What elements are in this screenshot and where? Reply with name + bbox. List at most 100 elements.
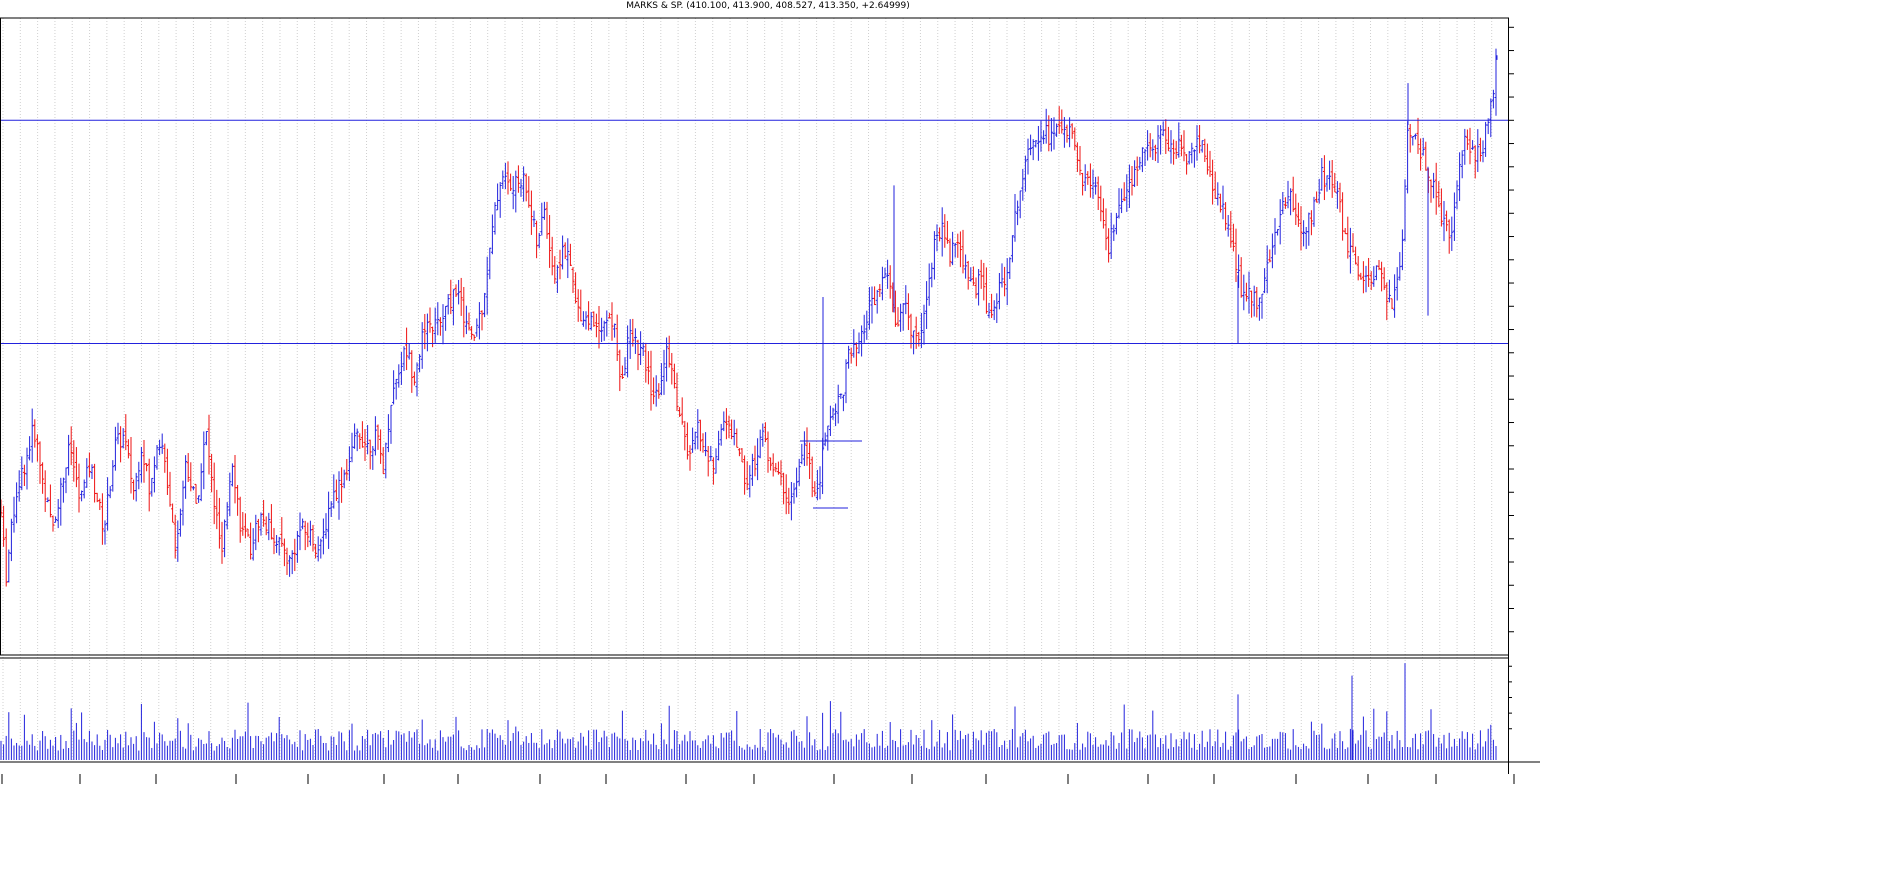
ohlc-bar xyxy=(854,342,858,367)
ohlc-bar xyxy=(555,265,559,294)
ohlc-bar xyxy=(412,371,416,386)
ohlc-bar xyxy=(997,272,1001,310)
ohlc-bar xyxy=(477,302,481,340)
ohlc-bar xyxy=(883,267,887,279)
ohlc-bar xyxy=(1413,133,1417,140)
ohlc-bar xyxy=(9,518,13,562)
ohlc-bar xyxy=(77,463,81,513)
ohlc-bar xyxy=(740,448,744,463)
ohlc-bar xyxy=(880,266,884,301)
ohlc-bar xyxy=(691,427,695,453)
ohlc-bar xyxy=(990,293,994,318)
ohlc-bar xyxy=(1034,139,1038,148)
ohlc-bar xyxy=(984,267,988,314)
ohlc-bar xyxy=(607,312,611,319)
ohlc-bar xyxy=(272,527,276,555)
ohlc-bar xyxy=(1013,194,1017,242)
ohlc-bar xyxy=(761,423,765,447)
ohlc-bar xyxy=(719,423,723,446)
ohlc-bar xyxy=(732,419,736,446)
ohlc-bar xyxy=(1200,140,1204,153)
ohlc-bar xyxy=(1289,188,1293,216)
ohlc-bar xyxy=(1302,220,1306,247)
ohlc-bar xyxy=(431,326,435,348)
ohlc-bar xyxy=(1491,89,1495,109)
ohlc-bar xyxy=(964,254,968,279)
ohlc-bar xyxy=(1029,134,1033,156)
ohlc-bar xyxy=(1471,140,1475,150)
ohlc-bar xyxy=(875,289,879,314)
ohlc-bar xyxy=(805,427,809,466)
ohlc-bar xyxy=(1309,210,1313,236)
ohlc-bar xyxy=(870,286,874,324)
ohlc-bar xyxy=(1221,185,1225,220)
ohlc-bar xyxy=(1016,200,1020,226)
ohlc-bar xyxy=(685,422,689,460)
ohlc-bar xyxy=(316,536,320,562)
ohlc-bar xyxy=(574,272,578,304)
ohlc-bar xyxy=(727,415,731,439)
ohlc-bar xyxy=(441,304,445,345)
ohlc-bar xyxy=(41,462,45,494)
ohlc-bar xyxy=(1148,133,1152,158)
ohlc-bar xyxy=(1164,119,1168,154)
ohlc-bar xyxy=(1429,179,1433,203)
ohlc-bar xyxy=(217,497,221,549)
ohlc-bar xyxy=(1296,202,1300,227)
ohlc-bar xyxy=(646,351,650,385)
ohlc-bar xyxy=(210,453,214,493)
ohlc-bar xyxy=(1120,188,1124,214)
ohlc-bar xyxy=(462,287,466,338)
ohlc-bar xyxy=(615,314,619,361)
ohlc-bar xyxy=(30,408,34,463)
ohlc-bar xyxy=(355,428,359,452)
ohlc-bar xyxy=(1127,164,1131,208)
ohlc-bar xyxy=(295,530,299,563)
ohlc-bar xyxy=(457,279,461,305)
ohlc-bar xyxy=(927,263,931,306)
ohlc-bar xyxy=(1008,257,1012,280)
ohlc-bar xyxy=(709,445,713,462)
volume-bars xyxy=(0,663,1497,760)
ohlc-bar xyxy=(1081,172,1085,196)
ohlc-bar xyxy=(958,231,962,268)
ohlc-bar xyxy=(134,472,138,502)
ohlc-bar xyxy=(766,431,770,473)
ohlc-bar xyxy=(90,464,94,479)
ohlc-bar xyxy=(568,243,572,266)
ohlc-bar xyxy=(215,489,219,530)
ohlc-bar xyxy=(1468,127,1472,165)
ohlc-bar xyxy=(818,466,822,500)
ohlc-bar xyxy=(641,342,645,357)
ohlc-bar xyxy=(371,446,375,470)
ohlc-bar xyxy=(1424,141,1428,171)
ohlc-bar xyxy=(706,446,710,477)
ohlc-bar xyxy=(1192,149,1196,168)
ohlc-bar xyxy=(503,162,507,190)
ohlc-bar xyxy=(1268,249,1272,263)
ohlc-bar xyxy=(979,259,983,289)
ohlc-bar xyxy=(1172,139,1176,165)
ohlc-bar xyxy=(1437,181,1441,208)
ohlc-bar xyxy=(1070,123,1074,139)
ohlc-bar xyxy=(446,294,450,315)
ohlc-bar xyxy=(912,330,916,355)
ohlc-bar xyxy=(540,202,544,236)
ohlc-bar xyxy=(839,393,843,399)
ohlc-bar xyxy=(145,463,149,472)
ohlc-bar xyxy=(1242,274,1246,311)
ohlc-bar xyxy=(1237,254,1241,288)
ohlc-bar xyxy=(1341,192,1345,241)
ohlc-bar xyxy=(1138,156,1142,170)
ohlc-bar xyxy=(665,337,669,382)
ohlc-bar xyxy=(589,311,593,331)
ohlc-bar xyxy=(25,447,29,490)
ohlc-bar xyxy=(696,409,700,450)
ohlc-bar xyxy=(1185,154,1189,175)
ohlc-bar xyxy=(1042,130,1046,145)
ohlc-bar xyxy=(1260,293,1264,319)
ohlc-bar xyxy=(319,538,323,559)
ohlc-bar xyxy=(1393,274,1397,318)
ohlc-bar xyxy=(628,319,632,359)
ohlc-bar xyxy=(1213,171,1217,199)
